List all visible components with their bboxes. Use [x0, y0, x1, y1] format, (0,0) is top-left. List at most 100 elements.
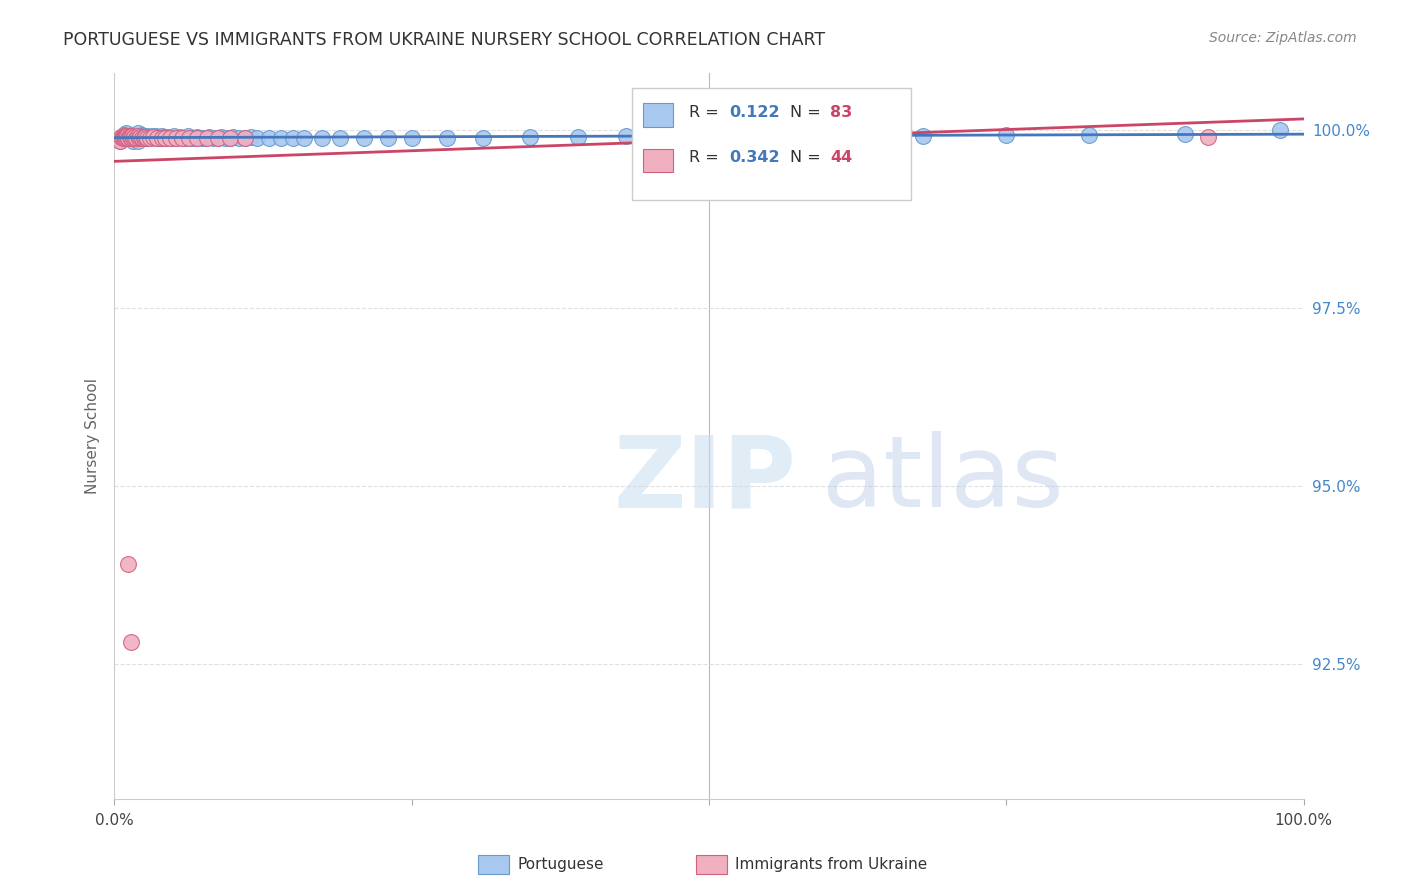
- Point: [121, 131, 143, 145]
- Point: [155, 131, 177, 145]
- Point: [218, 131, 240, 145]
- Point: [112, 130, 135, 145]
- Point: [1078, 128, 1101, 142]
- Text: 83: 83: [830, 104, 852, 120]
- Point: [148, 131, 170, 145]
- Point: [115, 130, 138, 145]
- Point: [745, 129, 768, 144]
- Point: [1197, 130, 1219, 145]
- Point: [129, 131, 152, 145]
- Point: [110, 130, 132, 145]
- Y-axis label: Nursery School: Nursery School: [86, 378, 100, 494]
- Point: [127, 127, 149, 141]
- Point: [145, 130, 167, 145]
- Point: [131, 130, 153, 145]
- Point: [117, 131, 139, 145]
- Point: [128, 128, 150, 143]
- Point: [257, 131, 280, 145]
- Point: [218, 131, 240, 145]
- Point: [132, 130, 155, 145]
- Point: [111, 131, 134, 145]
- Point: [127, 130, 149, 145]
- Point: [112, 128, 135, 142]
- Point: [136, 129, 159, 144]
- Point: [139, 131, 162, 145]
- Point: [614, 129, 637, 144]
- Point: [129, 130, 152, 145]
- Point: [270, 130, 292, 145]
- Point: [155, 131, 177, 145]
- Point: [519, 130, 541, 145]
- Point: [127, 129, 149, 144]
- Point: [139, 130, 162, 145]
- Point: [146, 131, 169, 145]
- Point: [108, 134, 131, 148]
- Point: [115, 130, 138, 145]
- Point: [124, 131, 146, 145]
- Point: [401, 130, 423, 145]
- Point: [118, 130, 141, 145]
- Point: [169, 130, 191, 145]
- Point: [179, 131, 201, 145]
- Point: [673, 130, 696, 145]
- Text: ZIP: ZIP: [614, 431, 797, 528]
- Point: [567, 130, 589, 145]
- Text: N =: N =: [790, 104, 825, 120]
- Point: [136, 130, 159, 145]
- Point: [160, 130, 183, 145]
- Text: R =: R =: [689, 151, 724, 165]
- Point: [294, 130, 316, 145]
- FancyBboxPatch shape: [644, 103, 673, 127]
- Point: [207, 130, 229, 145]
- Point: [195, 131, 218, 145]
- Point: [128, 131, 150, 145]
- Point: [239, 130, 262, 145]
- Point: [201, 131, 224, 145]
- Point: [122, 134, 145, 148]
- Point: [817, 129, 839, 144]
- Point: [177, 129, 200, 144]
- Point: [150, 129, 173, 144]
- Text: PORTUGUESE VS IMMIGRANTS FROM UKRAINE NURSERY SCHOOL CORRELATION CHART: PORTUGUESE VS IMMIGRANTS FROM UKRAINE NU…: [63, 31, 825, 49]
- Point: [121, 129, 143, 144]
- Point: [124, 128, 146, 143]
- Point: [186, 130, 208, 145]
- Point: [139, 131, 162, 145]
- Text: R =: R =: [689, 104, 724, 120]
- Point: [118, 128, 141, 143]
- Point: [132, 131, 155, 145]
- Point: [174, 130, 197, 145]
- Text: atlas: atlas: [823, 431, 1063, 528]
- Point: [194, 131, 217, 145]
- Point: [117, 129, 139, 144]
- Point: [148, 130, 170, 145]
- Point: [207, 130, 229, 145]
- Point: [124, 130, 146, 145]
- Point: [186, 130, 208, 145]
- Point: [1174, 127, 1197, 141]
- Point: [150, 130, 173, 145]
- Point: [124, 130, 146, 145]
- Point: [131, 128, 153, 142]
- Point: [115, 127, 138, 141]
- Point: [198, 130, 221, 145]
- Point: [112, 130, 135, 145]
- Text: Immigrants from Ukraine: Immigrants from Ukraine: [735, 857, 928, 871]
- Point: [377, 130, 399, 145]
- Point: [172, 131, 194, 145]
- Point: [136, 130, 159, 145]
- Point: [142, 130, 165, 145]
- Point: [127, 134, 149, 148]
- Point: [1268, 123, 1291, 137]
- Point: [145, 129, 167, 144]
- Point: [117, 557, 139, 571]
- Point: [134, 130, 156, 145]
- Point: [911, 128, 934, 143]
- Point: [114, 131, 136, 145]
- Point: [233, 130, 256, 145]
- Text: 0.342: 0.342: [730, 151, 780, 165]
- Point: [114, 129, 136, 144]
- Point: [142, 130, 165, 145]
- Text: Portuguese: Portuguese: [517, 857, 605, 871]
- Point: [995, 128, 1018, 142]
